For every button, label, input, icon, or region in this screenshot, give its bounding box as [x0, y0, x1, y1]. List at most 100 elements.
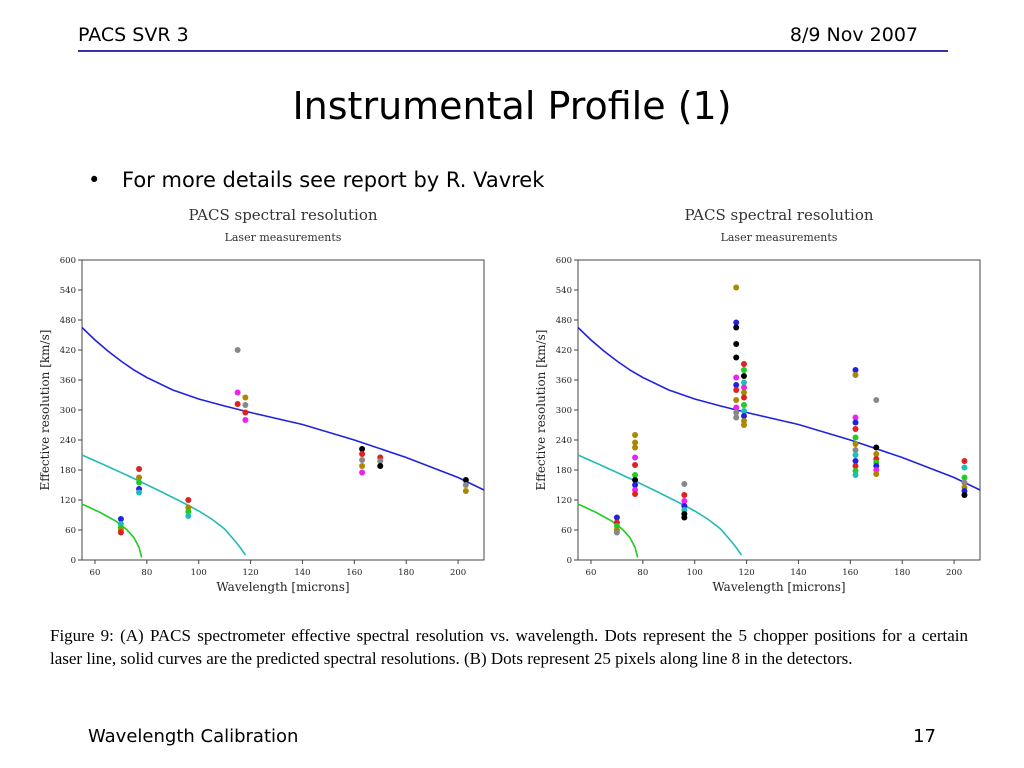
header-date: 8/9 Nov 2007: [789, 24, 918, 46]
data-point: [185, 508, 192, 515]
data-point: [632, 482, 639, 488]
prediction-curve: [577, 503, 639, 558]
y-tick-label: 0: [71, 556, 76, 566]
data-point: [234, 401, 241, 407]
y-tick-label: 60: [561, 526, 572, 536]
y-tick-label: 180: [60, 466, 76, 476]
y-tick-label: 360: [556, 376, 572, 386]
chart-subtitle: Laser measurements: [721, 231, 838, 244]
data-point: [740, 373, 747, 379]
data-point: [852, 434, 859, 441]
y-axis-label: Effective resolution [km/s]: [38, 330, 52, 491]
x-tick-label: 60: [586, 568, 597, 578]
data-point: [613, 514, 620, 521]
chart-a: PACS spectral resolution Laser measuremen…: [38, 206, 485, 594]
prediction-curve: [577, 454, 743, 556]
data-point: [961, 458, 968, 464]
data-point: [852, 458, 859, 464]
data-point: [961, 474, 968, 481]
x-tick-label: 120: [738, 568, 754, 578]
chart-subtitle: Laser measurements: [225, 231, 342, 244]
prediction-curve: [81, 503, 143, 558]
data-point: [359, 451, 366, 457]
plot-frame: [577, 259, 981, 561]
data-point: [740, 394, 747, 401]
y-tick-label: 180: [556, 466, 572, 476]
y-tick-label: 420: [556, 346, 572, 356]
y-tick-label: 120: [60, 496, 76, 506]
data-point: [242, 417, 249, 423]
footer-label: Wavelength Calibration: [88, 726, 299, 747]
data-point: [462, 488, 469, 494]
data-point: [852, 447, 859, 453]
data-point: [873, 451, 880, 457]
data-point: [632, 472, 639, 478]
data-point: [733, 324, 740, 331]
x-tick-label: 200: [450, 568, 466, 578]
data-point: [852, 414, 859, 421]
data-point: [733, 354, 740, 361]
data-point: [242, 394, 249, 401]
data-point: [740, 413, 747, 419]
data-point: [852, 472, 859, 478]
x-tick-label: 200: [946, 568, 962, 578]
data-point: [136, 479, 143, 486]
x-tick-label: 100: [191, 568, 207, 578]
data-point: [740, 389, 747, 396]
data-point: [117, 516, 124, 522]
bullet-icon: •: [88, 168, 101, 192]
x-tick-label: 180: [398, 568, 414, 578]
data-point: [740, 379, 747, 386]
data-point: [740, 367, 747, 373]
data-point: [740, 361, 747, 367]
data-point: [873, 444, 880, 451]
data-point: [632, 444, 639, 451]
y-tick-label: 360: [60, 376, 76, 386]
slide-title: Instrumental Profile (1): [292, 84, 732, 128]
data-point: [733, 414, 740, 421]
data-point: [733, 319, 740, 326]
x-tick-label: 180: [894, 568, 910, 578]
prediction-curve: [577, 326, 981, 491]
x-tick-label: 100: [687, 568, 703, 578]
x-tick-label: 80: [141, 568, 152, 578]
data-point: [136, 489, 143, 496]
data-point: [733, 397, 740, 403]
data-point: [852, 441, 859, 447]
x-tick-label: 140: [294, 568, 310, 578]
data-point: [632, 439, 639, 446]
x-tick-label: 160: [842, 568, 858, 578]
data-point: [852, 372, 859, 378]
data-point: [740, 384, 747, 391]
data-point: [873, 471, 880, 477]
chart-b: PACS spectral resolution Laser measuremen…: [534, 206, 981, 594]
figure-caption: Figure 9: (A) PACS spectrometer effectiv…: [50, 626, 968, 668]
data-point: [852, 426, 859, 432]
data-point: [681, 492, 688, 498]
header-left: PACS SVR 3: [78, 24, 189, 46]
data-point: [632, 432, 639, 438]
x-axis-label: Wavelength [microns]: [216, 580, 349, 594]
data-point: [852, 463, 859, 469]
chart-title: PACS spectral resolution: [684, 206, 873, 224]
y-tick-label: 0: [567, 556, 572, 566]
data-point: [359, 446, 366, 452]
y-tick-label: 240: [556, 436, 572, 446]
data-point: [632, 454, 639, 461]
y-tick-label: 420: [60, 346, 76, 356]
data-point: [852, 452, 859, 458]
data-point: [136, 466, 143, 472]
prediction-curve: [81, 454, 247, 556]
data-point: [359, 469, 366, 476]
data-point: [185, 497, 192, 503]
data-point: [613, 529, 620, 536]
y-tick-label: 540: [60, 286, 76, 296]
data-point: [740, 408, 747, 414]
data-point: [242, 409, 249, 416]
plot-frame: [81, 259, 485, 561]
data-point: [185, 513, 192, 519]
y-tick-label: 600: [556, 256, 572, 266]
data-point: [242, 402, 249, 408]
y-tick-label: 480: [556, 316, 572, 326]
data-point: [681, 481, 688, 487]
